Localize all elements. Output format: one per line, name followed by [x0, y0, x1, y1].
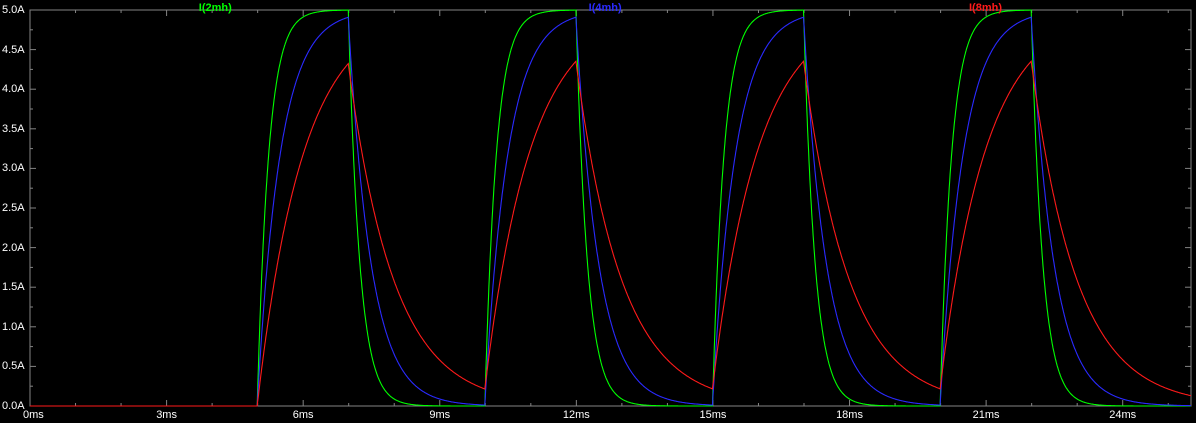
x-tick-label: 3ms: [156, 409, 177, 421]
x-tick-label: 24ms: [1109, 409, 1137, 421]
plot-border: [29, 9, 1192, 407]
y-tick-label: 1.0A: [2, 320, 25, 333]
y-tick-label: 0.0A: [2, 400, 25, 412]
trace-label-4mh[interactable]: I(4mh): [588, 2, 622, 14]
y-tick-label: 2.0A: [2, 241, 25, 254]
x-tick-label: 12ms: [562, 409, 590, 421]
x-tick-label: 15ms: [699, 409, 727, 421]
trace-label-8mh[interactable]: I(8mh): [969, 2, 1002, 14]
y-tick-label: 3.0A: [2, 162, 25, 175]
y-tick-label: 4.5A: [2, 43, 25, 56]
x-tick-label: 0ms: [23, 409, 44, 421]
y-tick-label: 0.5A: [2, 360, 25, 373]
trace-i4mh: [30, 16, 1192, 407]
y-tick-label: 5.0A: [2, 4, 25, 16]
x-tick-label: 18ms: [836, 409, 863, 421]
trace-i8mh: [30, 59, 1192, 407]
x-tick-label: 6ms: [292, 409, 314, 421]
x-tick-label: 9ms: [429, 409, 451, 421]
trace-label-2mh[interactable]: I(2mh): [198, 2, 232, 14]
y-tick-label: 3.5A: [2, 122, 25, 135]
y-tick-label: 4.0A: [2, 83, 25, 96]
x-tick-label: 21ms: [972, 409, 1000, 421]
y-tick-label: 1.5A: [2, 281, 25, 294]
y-tick-label: 2.5A: [2, 202, 25, 214]
trace-i2mh: [30, 9, 1191, 407]
